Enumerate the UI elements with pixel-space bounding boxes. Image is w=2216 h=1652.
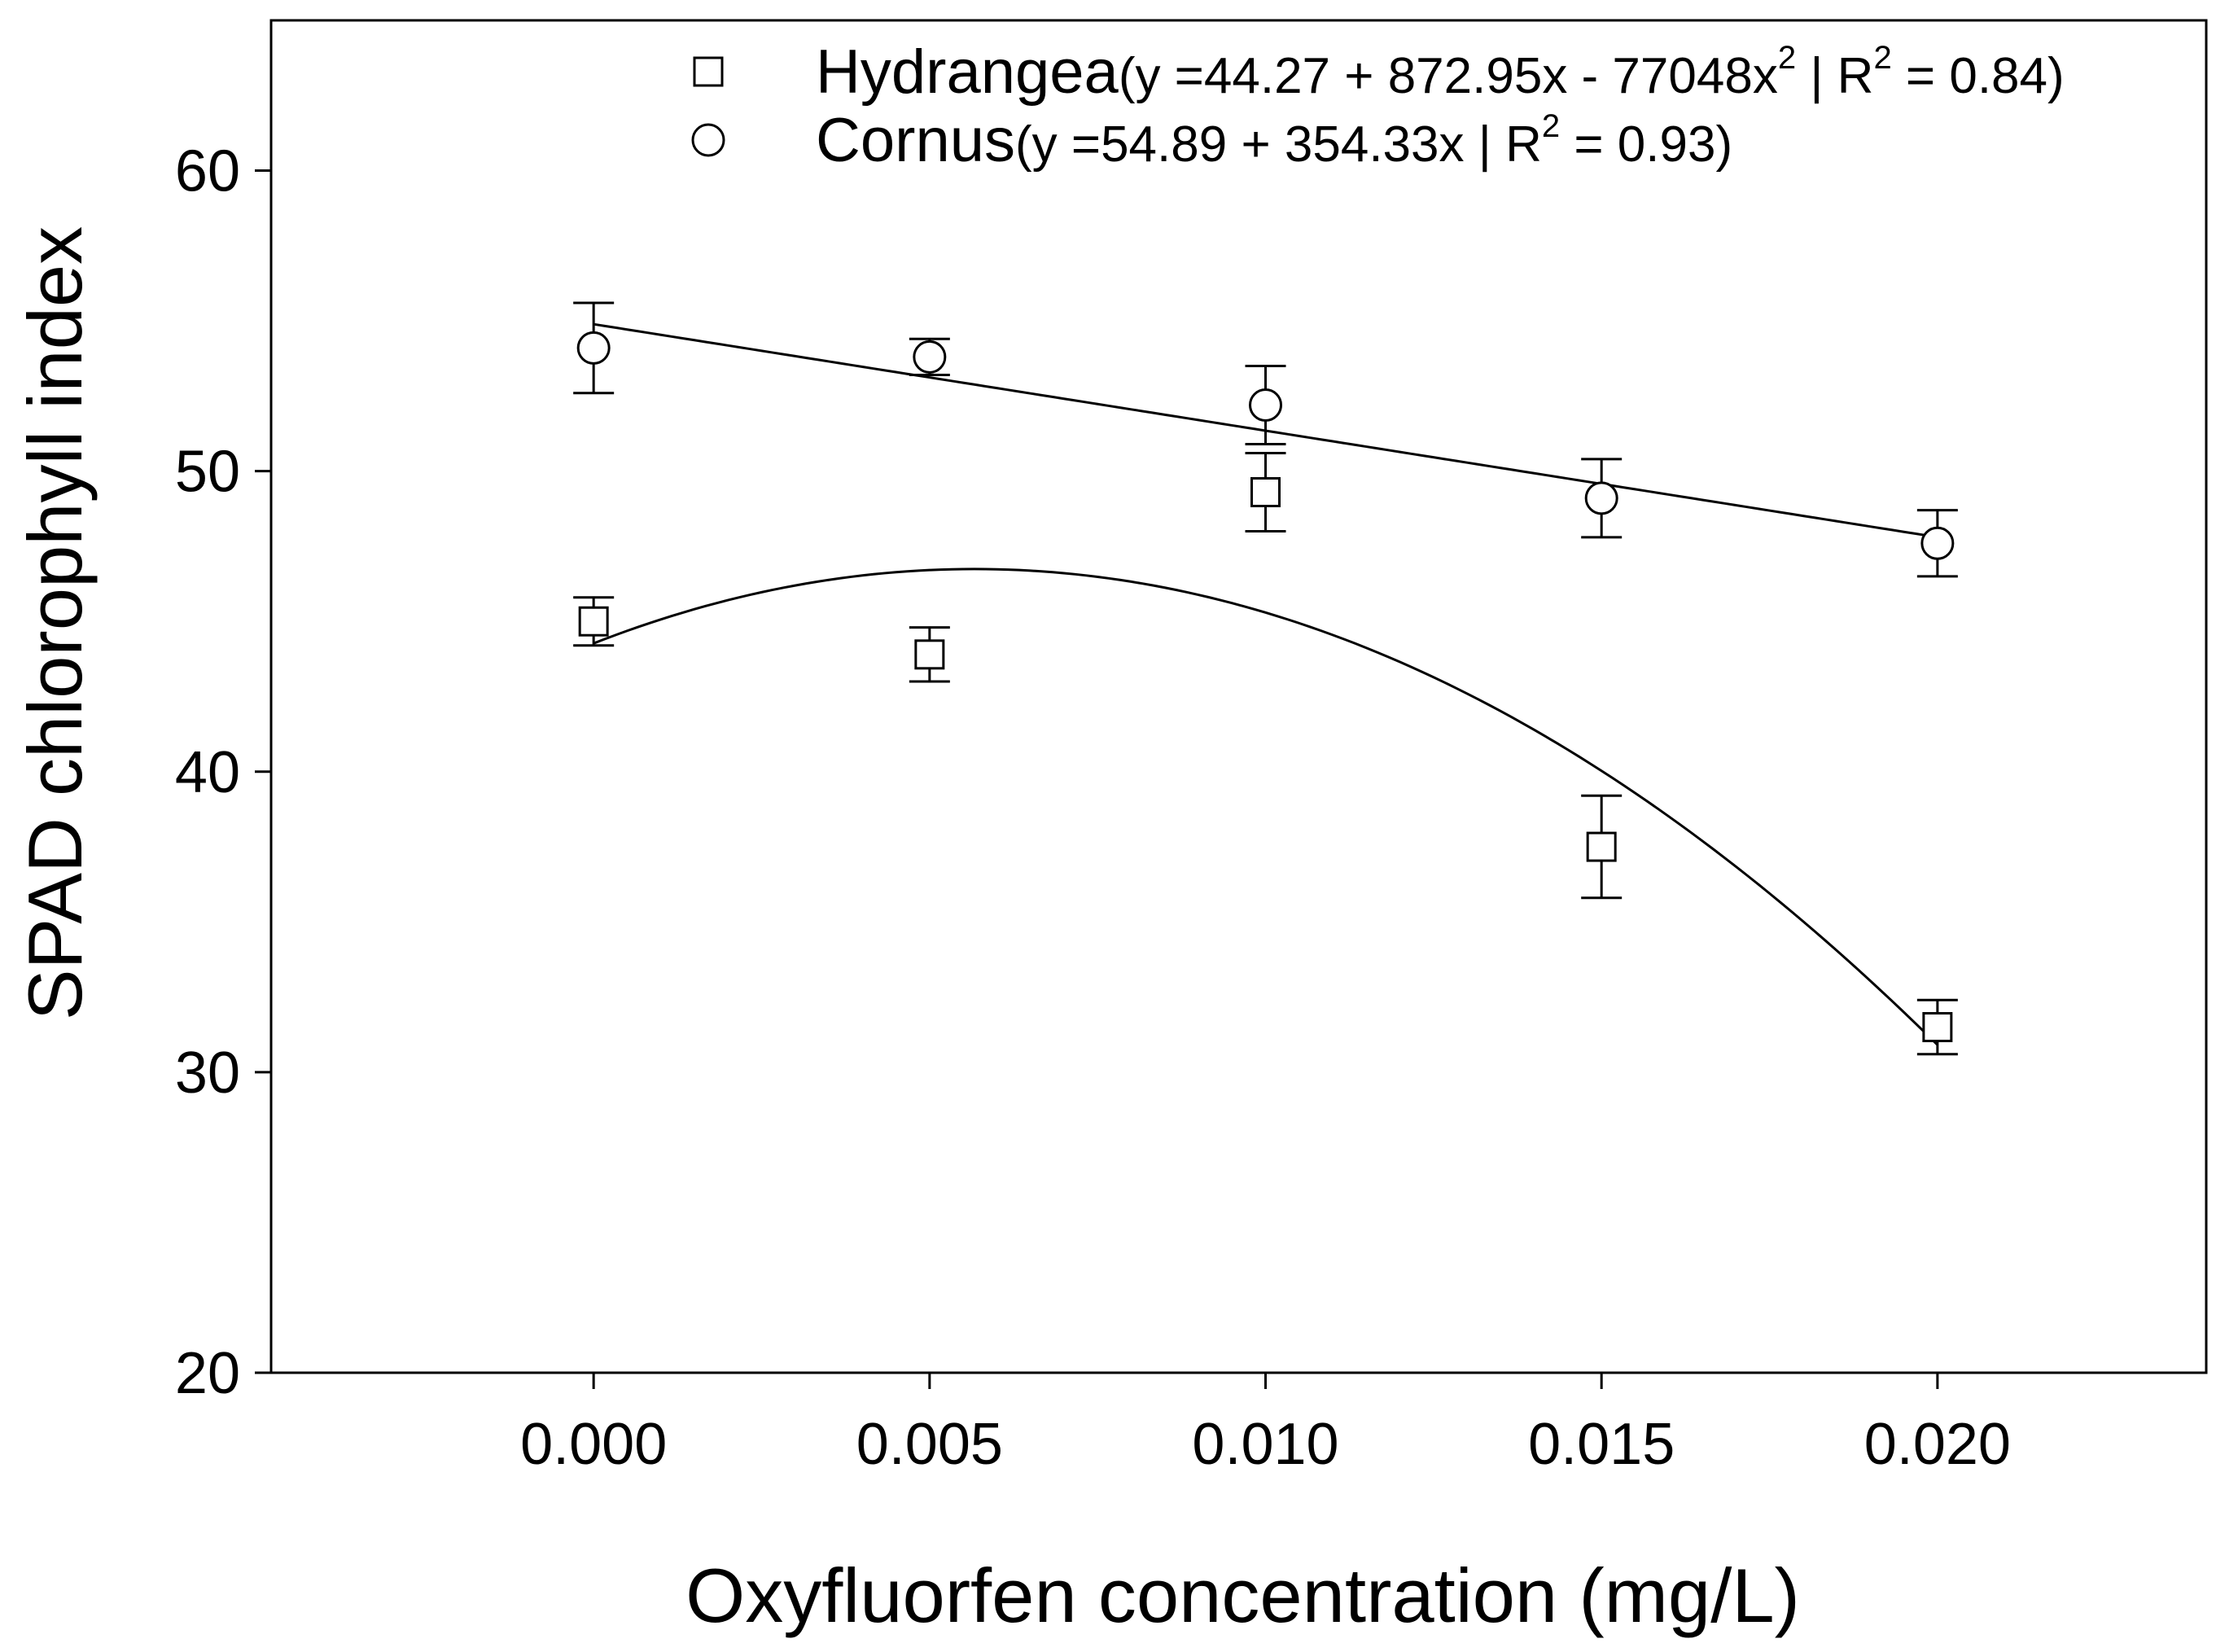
y-tick-label: 20 [175,1341,240,1406]
legend-entry-hydrangea: Hydrangea(y =44.27 + 872.95x - 77048x2 |… [816,37,2065,107]
x-tick-label: 0.005 [856,1412,1003,1477]
data-point-hydrangea [1922,1012,1953,1043]
x-axis-title: Oxyfluorfen concentration (mg/L) [685,1553,1800,1638]
y-tick-label: 50 [175,440,240,505]
data-point-hydrangea [1586,831,1617,862]
x-tick-label: 0.020 [1864,1412,2011,1477]
data-point-cornus [913,340,947,374]
x-tick-label: 0.015 [1528,1412,1675,1477]
y-tick-label: 60 [175,139,240,204]
y-tick-label: 40 [175,740,240,805]
y-axis-title: SPAD chlorophyll index [12,226,98,1020]
data-point-hydrangea [1250,477,1281,508]
x-tick-label: 0.010 [1192,1412,1338,1477]
legend-marker-hydrangea [693,56,724,87]
fit-line-hydrangea [593,567,1938,1046]
data-point-hydrangea [914,639,945,670]
y-tick-label: 30 [175,1041,240,1106]
legend-entry-cornus: Cornus(y =54.89 + 354.33x | R2 = 0.93) [816,106,1732,175]
plot-frame [269,19,2208,1374]
x-tick-label: 0.000 [520,1412,667,1477]
data-point-cornus [576,331,611,365]
data-point-cornus [1584,481,1618,515]
legend-marker-cornus [691,123,725,157]
data-point-cornus [1920,526,1955,560]
data-point-hydrangea [578,606,609,637]
data-point-cornus [1249,388,1283,422]
